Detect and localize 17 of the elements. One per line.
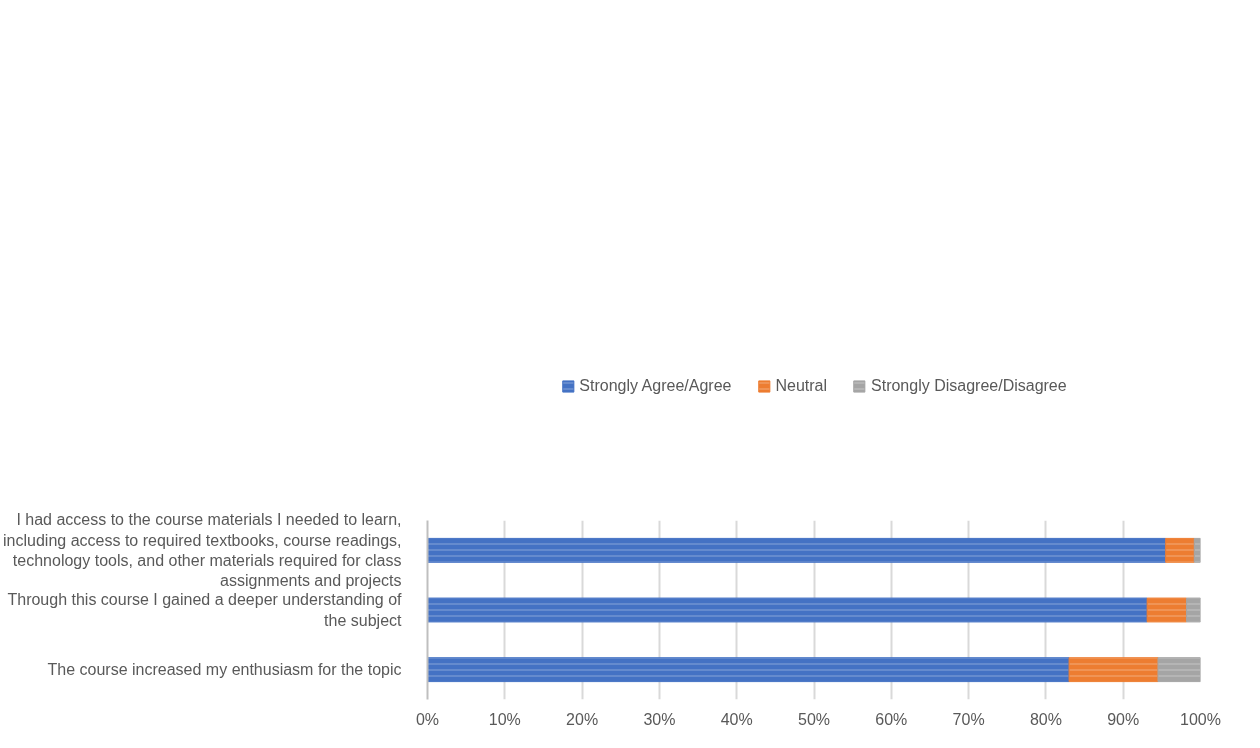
x-tick-label: 10% — [488, 710, 521, 728]
y-tick-label: Through this course I gained a deeper understanding of the subject — [7, 591, 403, 629]
x-tick-label: 90% — [1107, 710, 1140, 728]
x-tick-label: 40% — [720, 710, 753, 728]
x-tick-label: 20% — [566, 710, 599, 728]
y-tick-label: I had access to the course materials I needed to learn, including access to required textbooks, course readings, technology tools, and other materials required for class assignments and projects — [3, 511, 402, 590]
x-tick-label: 100% — [1180, 710, 1221, 728]
legend-label: Strongly Agree/Agree — [579, 376, 732, 395]
legend-label: Neutral — [775, 376, 828, 395]
x-tick-label: 80% — [1029, 710, 1062, 728]
legend-label: Strongly Disagree/Disagree — [871, 376, 1067, 395]
x-tick-label: 50% — [797, 710, 831, 728]
x-tick-label: 70% — [952, 710, 985, 728]
y-tick-label: The course increased my enthusiasm for the topic — [47, 661, 402, 679]
x-tick-label: 60% — [875, 710, 908, 728]
x-tick-label: 30% — [643, 710, 676, 728]
x-tick-label: 0% — [415, 710, 440, 728]
